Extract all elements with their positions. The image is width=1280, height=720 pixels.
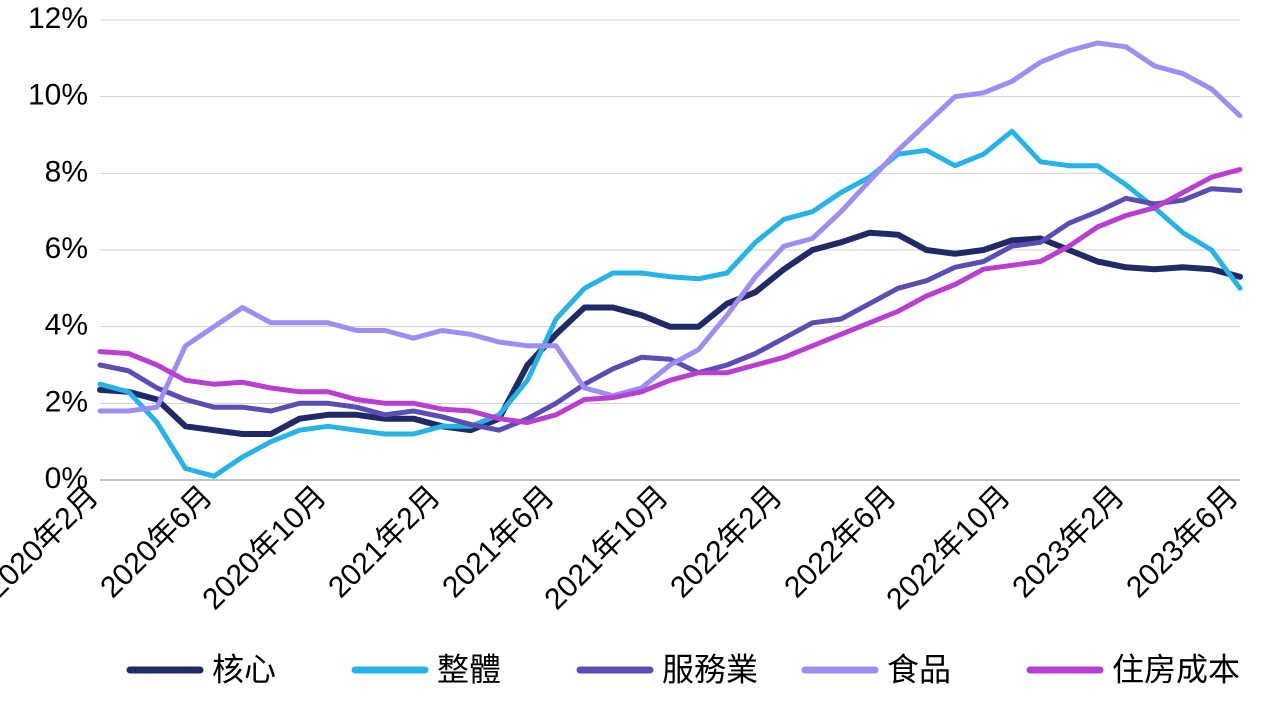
chart-container: 0%2%4%6%8%10%12%2020年2月2020年6月2020年10月20… [0,0,1280,720]
y-tick-label: 8% [45,155,88,188]
legend-label: 核心 [212,651,276,687]
y-tick-label: 10% [28,79,88,112]
legend-label: 食品 [887,651,951,687]
legend-label: 整體 [437,651,501,687]
line-chart: 0%2%4%6%8%10%12%2020年2月2020年6月2020年10月20… [0,0,1280,720]
legend-label: 住房成本 [1112,651,1240,687]
y-tick-label: 4% [45,309,88,342]
y-tick-label: 2% [45,385,88,418]
y-tick-label: 12% [28,2,88,35]
y-tick-label: 6% [45,232,88,265]
legend-label: 服務業 [662,651,758,687]
